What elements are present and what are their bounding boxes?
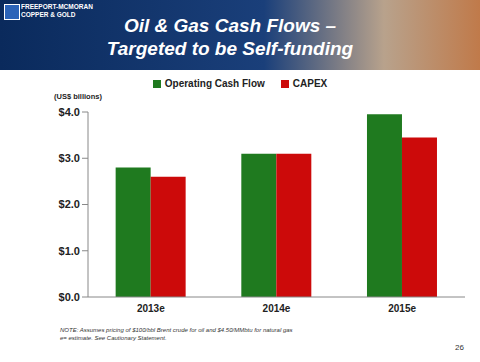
html-text:26: 26: [455, 343, 464, 352]
html-text:Oil & Gas Cash Flows –: Oil & Gas Cash Flows –: [123, 15, 337, 36]
html-text:Freeport-McMoRan: Freeport-McMoRan: [21, 3, 93, 10]
svg-text:$2.0: $2.0: [59, 198, 80, 210]
html-text:Operating Cash Flow: Operating Cash Flow: [164, 78, 265, 89]
html-text:e= estimate. See Cautionary St: e= estimate. See Cautionary Statement.: [60, 335, 167, 341]
html-text:NOTE: Assumes pricing of $100/: NOTE: Assumes pricing of $100/bbl Brent …: [60, 327, 293, 333]
html-text:Copper & Gold: Copper & Gold: [21, 11, 76, 18]
html-text:CAPEX: CAPEX: [292, 78, 328, 89]
svg-text:$4.0: $4.0: [59, 106, 80, 118]
html-text:(US$ billions): (US$ billions): [54, 92, 102, 101]
svg-text:2015e: 2015e: [388, 303, 416, 314]
svg-text:$3.0: $3.0: [59, 152, 80, 164]
svg-text:2014e: 2014e: [263, 303, 291, 314]
svg-text:$1.0: $1.0: [59, 245, 80, 257]
svg-text:$0.0: $0.0: [59, 291, 80, 303]
html-text:Targeted to be Self-funding: Targeted to be Self-funding: [106, 38, 354, 59]
svg-text:2013e: 2013e: [137, 303, 165, 314]
